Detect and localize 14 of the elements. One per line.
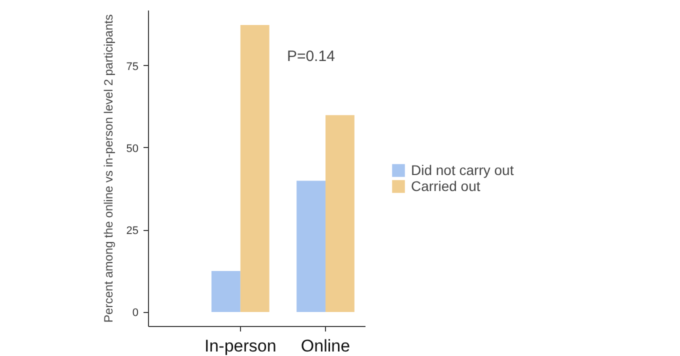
bar (326, 115, 354, 312)
y-tick-label: 75 (126, 60, 139, 73)
x-tick-label: In-person (204, 336, 276, 356)
bar (296, 180, 326, 312)
x-tick-label: Online (300, 336, 350, 356)
legend-label: Did not carry out (411, 162, 514, 178)
y-axis-title: Percent among the online vs in-person level 2 participants (101, 14, 116, 323)
y-tick-label: 0 (132, 307, 139, 320)
bar (211, 271, 240, 312)
annotation: P=0.14 (286, 48, 335, 65)
bar (240, 24, 270, 312)
legend-label: Carried out (411, 178, 480, 194)
y-tick-label: 25 (126, 225, 139, 238)
y-tick-label: 50 (126, 142, 139, 155)
